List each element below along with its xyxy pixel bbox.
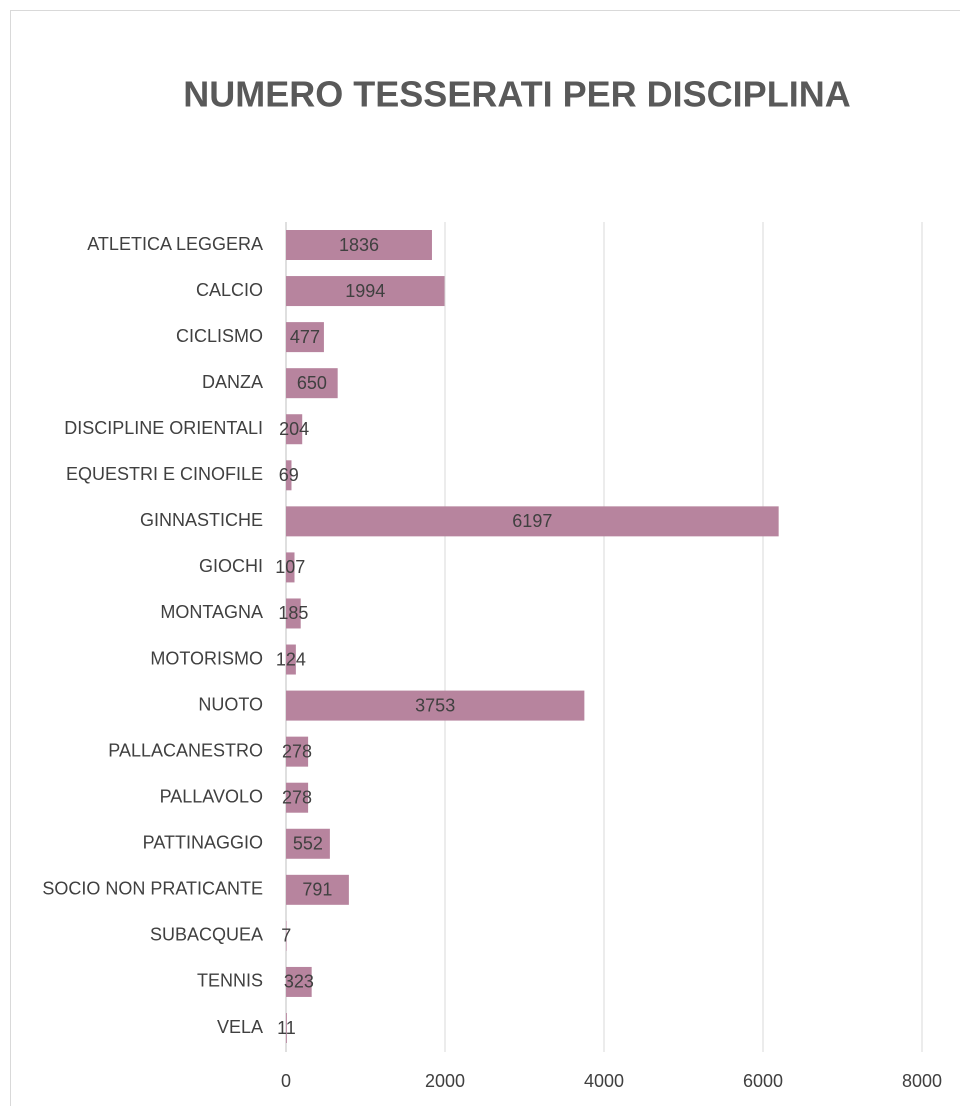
bar — [286, 506, 779, 537]
data-label: 278 — [282, 787, 312, 807]
y-tick-label: TENNIS — [197, 971, 263, 991]
data-label: 107 — [275, 557, 305, 577]
y-tick-label: SUBACQUEA — [150, 925, 263, 945]
y-tick-label: PATTINAGGIO — [143, 833, 263, 853]
data-label: 6197 — [512, 511, 552, 531]
y-tick-label: ATLETICA LEGGERA — [87, 234, 263, 254]
bar — [286, 276, 445, 307]
x-tick-label: 2000 — [425, 1071, 465, 1091]
bar — [286, 782, 309, 813]
data-label: 477 — [290, 327, 320, 347]
data-label: 323 — [284, 972, 314, 992]
data-label: 1836 — [339, 235, 379, 255]
y-tick-label: VELA — [217, 1017, 263, 1037]
bar — [286, 874, 349, 905]
y-tick-label: EQUESTRI E CINOFILE — [66, 464, 263, 484]
y-tick-label: SOCIO NON PRATICANTE — [42, 879, 263, 899]
bar — [286, 920, 287, 951]
y-tick-label: NUOTO — [198, 694, 263, 714]
chart-frame — [10, 10, 960, 1106]
y-tick-label: MOTORISMO — [150, 648, 263, 668]
data-label: 3753 — [415, 695, 455, 715]
bar — [286, 690, 585, 721]
data-label: 185 — [278, 603, 308, 623]
bar — [286, 966, 312, 997]
data-label: 124 — [276, 649, 306, 669]
bar — [286, 598, 301, 629]
bar — [286, 1013, 287, 1043]
y-tick-label: DANZA — [202, 372, 263, 392]
bar — [286, 736, 309, 767]
bar — [286, 460, 292, 491]
y-tick-label: CALCIO — [196, 280, 263, 300]
data-label: 791 — [302, 880, 332, 900]
y-tick-label: MONTAGNA — [160, 602, 263, 622]
y-tick-label: PALLAVOLO — [160, 786, 263, 806]
y-tick-label: PALLACANESTRO — [108, 740, 263, 760]
bar — [286, 230, 432, 260]
data-label: 552 — [293, 834, 323, 854]
data-label: 69 — [279, 465, 299, 485]
y-tick-label: DISCIPLINE ORIENTALI — [64, 418, 263, 438]
y-tick-label: GIOCHI — [199, 556, 263, 576]
x-tick-label: 6000 — [743, 1071, 783, 1091]
bar — [286, 644, 296, 675]
data-label: 11 — [277, 1018, 296, 1038]
x-tick-label: 8000 — [902, 1071, 942, 1091]
bar — [286, 414, 303, 445]
y-tick-label: CICLISMO — [176, 326, 263, 346]
data-label: 278 — [282, 741, 312, 761]
data-label: 204 — [279, 419, 309, 439]
data-label: 1994 — [345, 281, 385, 301]
data-label: 650 — [297, 373, 327, 393]
x-tick-label: 4000 — [584, 1071, 624, 1091]
bar — [286, 552, 295, 583]
chart-title: NUMERO TESSERATI PER DISCIPLINA — [183, 74, 850, 115]
bar — [286, 368, 338, 399]
bar — [286, 322, 324, 353]
data-label: 7 — [281, 926, 291, 946]
y-tick-label: GINNASTICHE — [140, 510, 263, 530]
x-tick-label: 0 — [281, 1071, 291, 1091]
bar — [286, 828, 330, 859]
